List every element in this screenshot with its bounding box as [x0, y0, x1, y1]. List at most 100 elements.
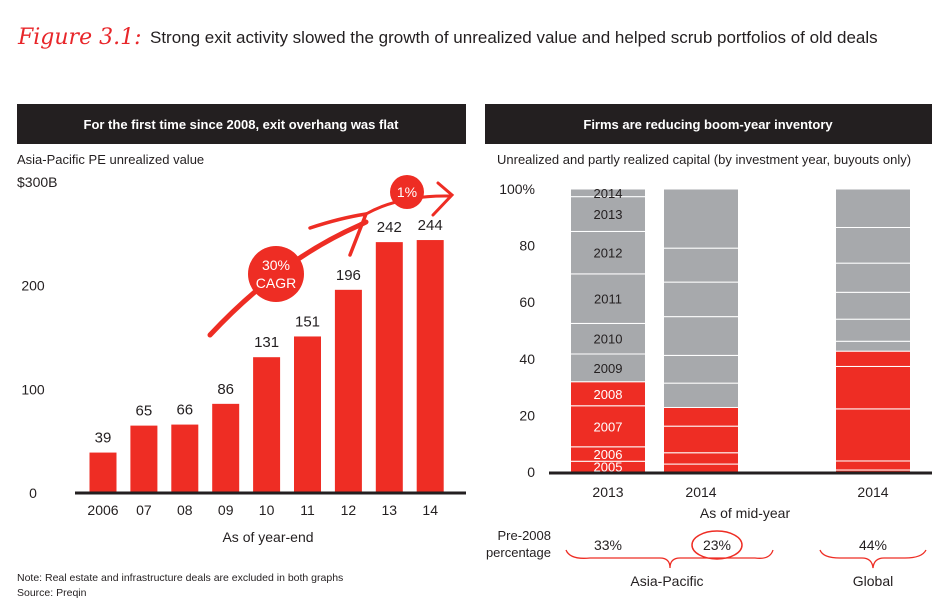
bar-segment	[663, 316, 739, 356]
bar-segment	[663, 452, 739, 465]
asia-pacific-brace	[565, 549, 774, 569]
y-tick-label: 200	[21, 278, 45, 294]
bar-segment	[663, 247, 739, 283]
cagr-label: CAGR	[256, 275, 296, 291]
pre2008-value-ap-2013: 33%	[594, 537, 622, 553]
bar-segment	[835, 408, 911, 462]
y-tick-label: 20	[519, 407, 535, 423]
highlight-circle	[691, 530, 743, 560]
data-label: 244	[418, 217, 443, 234]
segment-label: 2010	[594, 332, 623, 347]
right-header-bar	[485, 104, 932, 144]
x-tick-label: 08	[177, 502, 193, 518]
bar	[253, 357, 281, 493]
bar-segment	[835, 188, 911, 228]
segment-label: 2011	[594, 292, 622, 307]
bar-segment	[570, 381, 646, 407]
bar	[334, 289, 362, 493]
bar-segment	[570, 322, 646, 355]
segment-label: 2012	[594, 246, 623, 261]
pre2008-value-global-2014: 44%	[859, 537, 887, 553]
source: Source: Preqin	[17, 587, 87, 599]
pre2008-label-line2: percentage	[486, 545, 551, 560]
bar-segment	[570, 196, 646, 232]
segment-label: 2008	[594, 387, 623, 402]
bar-segment	[570, 273, 646, 324]
segment-label: 2005	[594, 460, 623, 475]
data-label: 66	[176, 402, 193, 419]
footnote: Note: Real estate and infrastructure dea…	[17, 572, 343, 584]
figure-title: Strong exit activity slowed the growth o…	[150, 28, 878, 47]
bar-segment	[835, 226, 911, 264]
segment-label: 2014	[594, 186, 623, 201]
bar-segment	[663, 281, 739, 318]
right-ylabel: Unrealized and partly realized capital (…	[497, 152, 911, 167]
data-label: 65	[136, 403, 153, 420]
segment-label: 2006	[594, 447, 623, 462]
bar	[294, 336, 321, 493]
data-label: 196	[336, 267, 361, 284]
bar-segment	[663, 354, 739, 384]
y-tick-label: 40	[519, 351, 535, 367]
data-label: 151	[295, 313, 320, 330]
bar-segment	[835, 318, 911, 342]
group-label-global: Global	[853, 573, 893, 589]
y-tick-label: 0	[527, 464, 535, 480]
bar	[130, 425, 158, 493]
x-tick-label: 2013	[592, 484, 623, 500]
bar-segment	[835, 365, 911, 410]
x-tick-label: 10	[259, 502, 275, 518]
segment-label: 2009	[594, 361, 623, 376]
bar-segment	[663, 406, 739, 427]
bar-segment	[835, 262, 911, 293]
bar	[212, 403, 240, 493]
bar-segment	[663, 188, 739, 249]
bar-segment	[663, 382, 739, 408]
segment-label: 2013	[594, 207, 623, 222]
bar	[375, 242, 403, 493]
bar-segment	[663, 425, 739, 454]
bar-segment	[835, 350, 911, 367]
bar-segment	[835, 460, 911, 471]
data-label: 242	[377, 219, 402, 236]
pre2008-value-ap-2014: 23%	[703, 537, 731, 553]
x-tick-label: 12	[341, 502, 357, 518]
bar-segment	[835, 340, 911, 352]
x-tick-label: 2006	[87, 502, 118, 518]
data-label: 86	[217, 381, 234, 398]
figure-label: Figure 3.1:	[17, 25, 141, 50]
left-header-bar	[17, 104, 466, 144]
y-tick-label: $300B	[17, 174, 57, 190]
bar-segment	[835, 291, 911, 320]
x-tick-label: 14	[422, 502, 438, 518]
y-tick-label: 100%	[499, 181, 535, 197]
flat-growth-value: 1%	[397, 184, 417, 200]
bar-segment	[663, 463, 739, 473]
pre2008-label-line1: Pre-2008	[498, 528, 551, 543]
y-tick-label: 100	[21, 381, 45, 397]
flat-growth-badge	[390, 175, 424, 209]
left-chart: 0 100 200 $300B 39 2006 65 07 66 08 86 09 131 10 151 11…	[17, 174, 466, 518]
right-header: Firms are reducing boom-year inventory	[583, 117, 833, 132]
x-tick-label: 09	[218, 502, 234, 518]
y-tick-label: 0	[29, 485, 37, 501]
global-brace	[819, 549, 927, 569]
x-tick-label: 2014	[685, 484, 716, 500]
y-tick-label: 80	[519, 238, 535, 254]
y-tick-label: 60	[519, 294, 535, 310]
left-ylabel: Asia-Pacific PE unrealized value	[17, 152, 204, 167]
right-xlabel: As of mid-year	[700, 505, 791, 521]
cagr-value: 30%	[262, 257, 290, 273]
x-tick-label: 2014	[857, 484, 888, 500]
x-tick-label: 07	[136, 502, 152, 518]
x-tick-label: 13	[382, 502, 398, 518]
bar	[171, 424, 199, 493]
bar	[416, 240, 444, 493]
left-header: For the first time since 2008, exit over…	[84, 117, 400, 132]
data-label: 131	[254, 334, 279, 351]
bar-segment	[570, 230, 646, 275]
group-label-asia-pacific: Asia-Pacific	[630, 573, 703, 589]
cagr-badge	[248, 246, 304, 302]
